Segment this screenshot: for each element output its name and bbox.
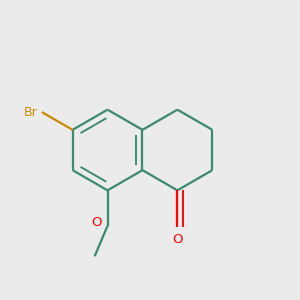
Text: O: O	[172, 233, 183, 246]
Text: Br: Br	[24, 106, 38, 118]
Text: O: O	[92, 216, 102, 229]
